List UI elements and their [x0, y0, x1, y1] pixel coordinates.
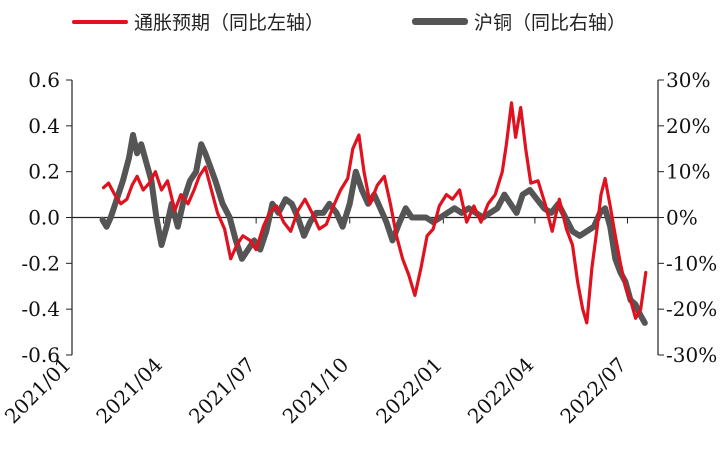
x-tick-label: 2022/01 — [371, 353, 447, 429]
series-line-inflation — [101, 101, 648, 325]
legend-item-copper: 沪铜（同比右轴） — [412, 8, 626, 35]
y-right-tick-label: 20% — [666, 114, 710, 138]
legend-swatch-copper — [412, 18, 468, 25]
x-tick-label: 2022/04 — [463, 353, 539, 429]
y-right-tick-label: -20% — [666, 297, 717, 321]
legend: 通胀预期（同比左轴） 沪铜（同比右轴） — [0, 8, 726, 36]
y-left-tick-label: -0.2 — [21, 251, 60, 275]
y-right-tick-label: 30% — [666, 68, 710, 92]
y-left-tick-label: 0.0 — [28, 206, 60, 230]
y-left-tick-label: -0.6 — [21, 343, 60, 367]
x-tick-label: 2021/10 — [278, 353, 354, 429]
legend-label-copper: 沪铜（同比右轴） — [474, 12, 627, 34]
x-tick-label: 2022/07 — [555, 353, 631, 429]
y-right-tick-label: -10% — [666, 251, 717, 275]
x-tick-label: 2021/07 — [184, 353, 260, 429]
y-right-tick-label: 10% — [666, 160, 710, 184]
y-right-tick-label: -30% — [666, 343, 717, 367]
y-right-tick-label: 0% — [666, 206, 698, 230]
series-line-copper — [99, 132, 648, 326]
y-left-tick-label: -0.4 — [21, 297, 60, 321]
legend-item-inflation: 通胀预期（同比左轴） — [72, 8, 324, 35]
legend-swatch-inflation — [72, 19, 128, 24]
y-left-tick-label: 0.6 — [28, 68, 60, 92]
y-left-tick-label: 0.4 — [28, 114, 60, 138]
y-left-tick-label: 0.2 — [28, 160, 60, 184]
legend-label-inflation: 通胀预期（同比左轴） — [134, 12, 325, 34]
x-tick-label: 2021/04 — [91, 353, 167, 429]
